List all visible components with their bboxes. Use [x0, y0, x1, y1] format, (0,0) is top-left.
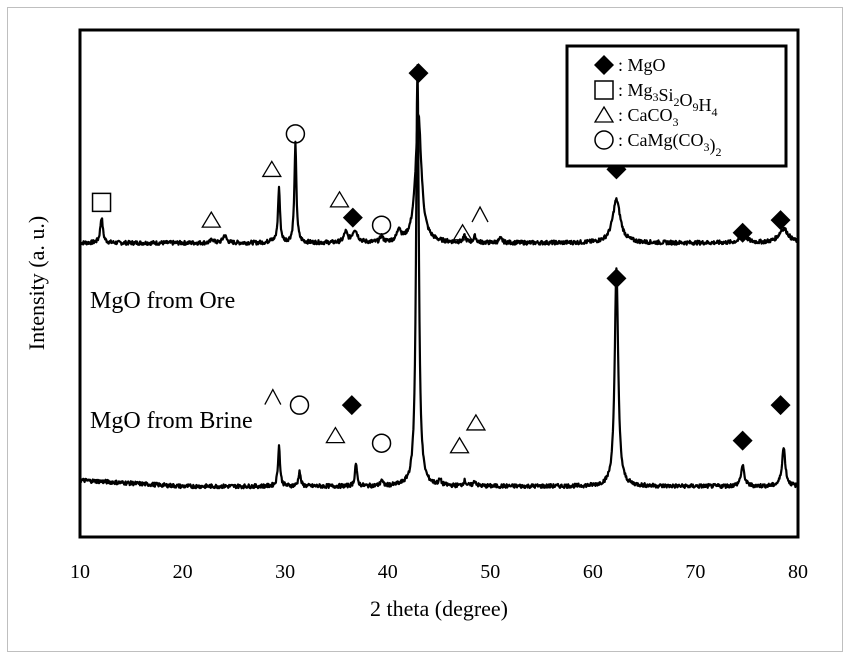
circle-marker [289, 395, 310, 415]
square-marker [91, 192, 112, 213]
circle-marker [371, 433, 392, 453]
triangle-marker [465, 413, 487, 431]
diamond-marker [606, 268, 627, 289]
x-tick-label: 70 [685, 561, 705, 583]
legend-entry-text: : Mg3Si2O9H4 [618, 80, 718, 119]
plot-area-frame [78, 28, 800, 539]
diamond-marker [732, 222, 753, 243]
x-tick-label: 30 [275, 561, 295, 583]
trace-brine [79, 63, 799, 490]
legend-square-icon [594, 80, 614, 100]
x-tick-label: 50 [480, 561, 500, 583]
x-axis-ticks: 10 20 30 40 50 60 70 80 [70, 561, 808, 583]
legend-entry-text: : MgO [618, 55, 666, 75]
triangle-marker [261, 160, 282, 178]
x-tick-label: 40 [378, 561, 398, 583]
legend-diamond-icon [594, 55, 614, 75]
trace-label-brine: MgO from Brine [90, 408, 253, 434]
traces-group [79, 63, 800, 490]
diamond-marker [770, 210, 791, 231]
diamond-marker [342, 207, 363, 228]
caret-marker [264, 388, 282, 405]
diamond-marker [770, 395, 791, 416]
legend-triangle-icon [593, 105, 615, 123]
trace-ore [79, 114, 800, 246]
legend-entry-text: : CaMg(CO3)2 [618, 130, 722, 159]
diamond-marker [732, 430, 753, 451]
x-tick-label: 20 [173, 561, 193, 583]
triangle-marker [201, 210, 222, 228]
x-axis-title: 2 theta (degree) [370, 596, 508, 621]
triangle-marker [325, 426, 346, 444]
diamond-marker [341, 395, 362, 416]
x-tick-label: 60 [583, 561, 603, 583]
figure-frame [7, 7, 843, 652]
legend-entry-text: : CaCO3 [618, 105, 679, 129]
diamond-marker [408, 63, 429, 84]
y-axis-title: Intensity (a. u.) [24, 216, 49, 350]
triangle-marker [449, 436, 470, 454]
triangle-marker [329, 190, 350, 208]
trace-label-ore: MgO from Ore [90, 288, 235, 314]
triangle-marker [452, 223, 473, 241]
circle-marker [285, 124, 306, 144]
legend-circle-icon [594, 130, 614, 150]
x-tick-label: 80 [788, 561, 808, 583]
x-tick-label: 10 [70, 561, 90, 583]
legend: : MgO : Mg3Si2O9H4: CaCO3: CaMg(CO3)2 [565, 44, 788, 168]
circle-marker [371, 215, 392, 235]
caret-marker [471, 205, 489, 223]
